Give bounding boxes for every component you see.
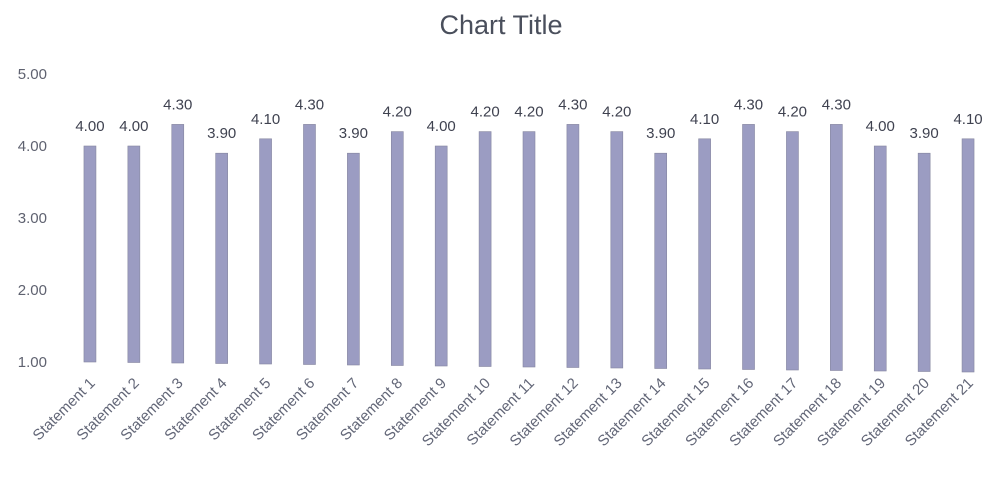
data-label: 3.90 (646, 125, 675, 142)
data-label: 3.90 (339, 125, 368, 142)
data-label: 3.90 (910, 125, 939, 142)
y-axis-tick-labels: 1.00 2.00 3.00 4.00 5.00 (18, 66, 47, 371)
bar (873, 145, 887, 372)
data-label: 4.30 (734, 96, 763, 113)
data-label: 4.30 (822, 96, 851, 113)
bar (259, 138, 272, 365)
y-tick-label: 5.00 (18, 66, 47, 83)
data-label: 4.10 (690, 111, 719, 128)
bar (830, 124, 843, 371)
bar (478, 131, 492, 367)
data-label: 4.20 (470, 104, 499, 121)
data-labels: 4.00 4.00 4.30 3.90 4.10 4.30 3.90 4.20 4.00 4.20… (75, 96, 982, 142)
bar (566, 124, 580, 368)
bar (786, 131, 799, 371)
y-tick-label: 3.00 (18, 210, 47, 227)
data-label: 4.30 (295, 96, 324, 113)
bar (215, 152, 228, 364)
data-label: 3.90 (207, 125, 236, 142)
bar (434, 145, 448, 367)
data-label: 4.00 (866, 118, 895, 135)
bar (347, 152, 360, 366)
y-tick-label: 2.00 (18, 282, 47, 299)
bar (654, 152, 668, 369)
y-tick-label: 1.00 (18, 354, 47, 371)
bar (698, 138, 711, 370)
data-label: 4.20 (514, 104, 543, 121)
data-label: 4.20 (602, 104, 631, 121)
bar (127, 145, 141, 363)
bars (83, 124, 975, 373)
data-label: 4.20 (778, 104, 807, 121)
bar (522, 131, 536, 368)
data-label: 4.10 (953, 111, 982, 128)
bar (390, 131, 404, 366)
bar (961, 138, 975, 373)
y-tick-label: 4.00 (18, 138, 47, 155)
bar (171, 124, 185, 364)
bar (83, 145, 97, 363)
data-label: 4.20 (383, 104, 412, 121)
bar (610, 131, 624, 369)
data-label: 4.10 (251, 111, 280, 128)
bar (303, 124, 316, 365)
data-label: 4.00 (427, 118, 456, 135)
chart-title: Chart Title (439, 10, 562, 40)
data-label: 4.30 (558, 96, 587, 113)
bar (917, 152, 931, 372)
bar (742, 124, 755, 370)
data-label: 4.00 (119, 118, 148, 135)
data-label: 4.00 (75, 118, 104, 135)
data-label: 4.30 (163, 96, 192, 113)
